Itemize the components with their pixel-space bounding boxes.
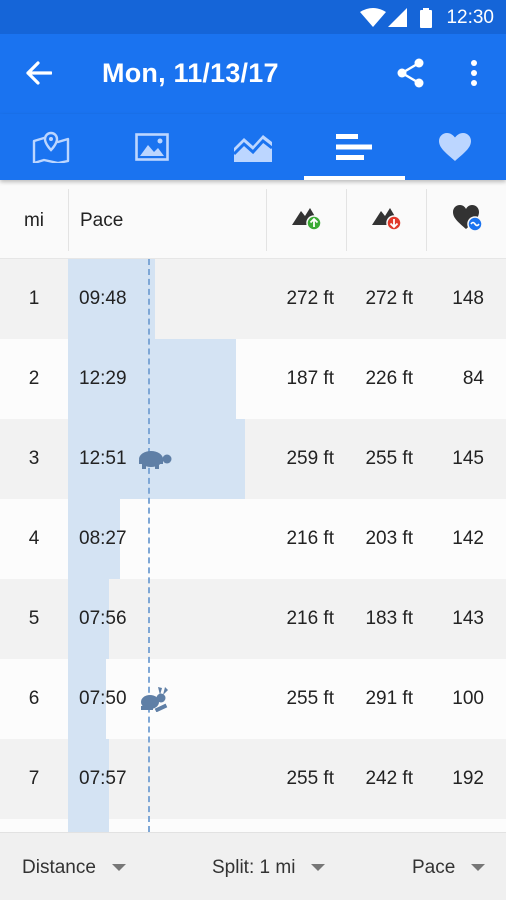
tab-splits[interactable] <box>303 114 404 180</box>
split-heart-rate: 142 <box>452 528 484 549</box>
chevron-down-icon <box>311 864 326 872</box>
table-header: mi Pace <box>0 181 506 259</box>
table-row: 2 12:29 187 ft 226 ft 84 <box>0 339 506 419</box>
split-ascent: 216 ft <box>286 608 334 629</box>
pace-dropdown-label: Pace <box>412 857 456 878</box>
distance-dropdown[interactable]: Distance <box>22 857 126 879</box>
battery-icon <box>420 8 432 28</box>
chart-icon <box>232 135 273 162</box>
distance-dropdown-label: Distance <box>22 857 96 878</box>
split-ascent: 259 ft <box>286 448 334 469</box>
tab-bar <box>0 114 506 180</box>
rabbit-icon <box>138 686 170 717</box>
descent-icon <box>372 208 402 231</box>
table-row: 6 07:50 255 ft 291 ft 100 <box>0 659 506 739</box>
table-row: 3 12:51 259 ft 255 ft 145 <box>0 419 506 499</box>
table-row <box>0 819 506 832</box>
split-pace: 07:57 <box>79 768 127 789</box>
split-descent: 272 ft <box>365 288 413 309</box>
share-icon[interactable] <box>396 58 426 88</box>
split-heart-rate: 148 <box>452 288 484 309</box>
split-distance: 6 <box>28 688 40 709</box>
split-descent: 183 ft <box>365 608 413 629</box>
split-distance: 7 <box>28 768 40 789</box>
table-row: 5 07:56 216 ft 183 ft 143 <box>0 579 506 659</box>
pace-bar <box>68 579 109 659</box>
tab-indicator <box>304 176 405 180</box>
map-icon <box>32 131 69 163</box>
split-ascent: 187 ft <box>286 368 334 389</box>
split-pace: 07:50 <box>79 688 127 709</box>
split-pace: 12:29 <box>79 368 127 389</box>
split-dropdown[interactable]: Split: 1 mi <box>212 857 326 879</box>
column-divider <box>426 189 427 251</box>
chevron-down-icon <box>111 864 126 872</box>
wifi-icon <box>360 8 386 27</box>
image-icon <box>134 133 169 161</box>
split-ascent: 272 ft <box>286 288 334 309</box>
table-row: 1 09:48 272 ft 272 ft 148 <box>0 259 506 339</box>
split-descent: 242 ft <box>365 768 413 789</box>
split-heart-rate: 145 <box>452 448 484 469</box>
split-descent: 203 ft <box>365 528 413 549</box>
split-pace: 12:51 <box>79 448 127 469</box>
split-pace: 09:48 <box>79 288 127 309</box>
split-ascent: 255 ft <box>286 768 334 789</box>
pace-bar <box>68 659 106 739</box>
cell-signal-icon <box>388 8 407 27</box>
splits-table: 1 09:48 272 ft 272 ft 148 2 12:29 187 ft 226 ft 8… <box>0 259 506 832</box>
pace-bar <box>68 259 155 339</box>
pace-bar <box>68 819 109 832</box>
ascent-icon <box>292 208 322 231</box>
split-heart-rate: 143 <box>452 608 484 629</box>
split-descent: 291 ft <box>365 688 413 709</box>
split-pace: 07:56 <box>79 608 127 629</box>
page-title: Mon, 11/13/17 <box>102 58 279 88</box>
split-ascent: 216 ft <box>286 528 334 549</box>
split-distance: 3 <box>28 448 40 469</box>
pace-bar <box>68 499 120 579</box>
turtle-icon <box>137 448 173 475</box>
status-bar: 12:30 <box>0 0 506 34</box>
tab-heart-rate[interactable] <box>404 114 505 180</box>
pace-bar <box>68 739 109 819</box>
app-bar: Mon, 11/13/17 <box>0 34 506 114</box>
pace-dropdown[interactable]: Pace <box>412 857 486 879</box>
table-row: 7 07:57 255 ft 242 ft 192 <box>0 739 506 819</box>
tab-photos[interactable] <box>101 114 202 180</box>
split-heart-rate: 100 <box>452 688 484 709</box>
split-heart-rate: 192 <box>452 768 484 789</box>
split-distance: 1 <box>28 288 40 309</box>
splits-icon <box>335 134 372 160</box>
more-options-icon[interactable] <box>470 60 478 86</box>
split-distance: 4 <box>28 528 40 549</box>
split-distance: 2 <box>28 368 40 389</box>
header-distance: mi <box>23 210 45 231</box>
column-divider <box>68 189 69 251</box>
heart-icon <box>438 133 471 161</box>
bottom-bar: Distance Split: 1 mi Pace <box>0 832 506 900</box>
tab-chart[interactable] <box>202 114 303 180</box>
split-descent: 226 ft <box>365 368 413 389</box>
table-row: 4 08:27 216 ft 203 ft 142 <box>0 499 506 579</box>
split-heart-rate: 84 <box>462 368 484 389</box>
split-pace: 08:27 <box>79 528 127 549</box>
status-time: 12:30 <box>446 7 494 28</box>
tab-map[interactable] <box>0 114 101 180</box>
split-distance: 5 <box>28 608 40 629</box>
split-dropdown-label: Split: 1 mi <box>212 857 296 878</box>
split-ascent: 255 ft <box>286 688 334 709</box>
chevron-down-icon <box>471 864 486 872</box>
header-pace: Pace <box>80 210 124 231</box>
pace-bar <box>68 339 236 419</box>
average-pace-line <box>148 259 150 832</box>
back-arrow-icon[interactable] <box>26 61 52 85</box>
column-divider <box>346 189 347 251</box>
column-divider <box>266 189 267 251</box>
split-descent: 255 ft <box>365 448 413 469</box>
heart-rate-icon <box>453 205 483 232</box>
